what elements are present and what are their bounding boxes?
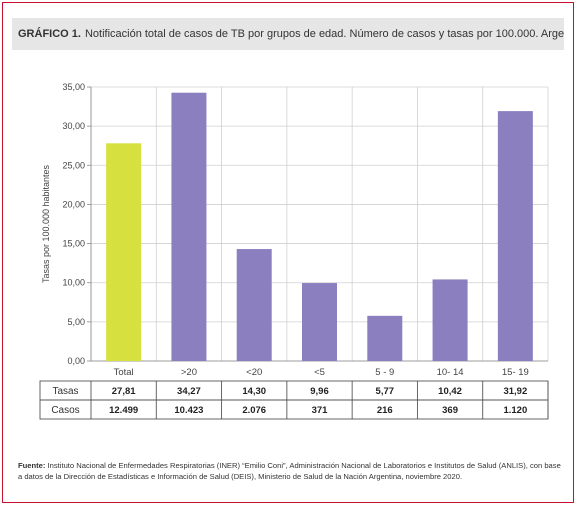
y-tick-label: 20,00 [62, 199, 85, 209]
table-cell: 27,81 [112, 386, 136, 397]
table-cell: 5,77 [376, 386, 395, 397]
y-axis-label: Tasas por 100.000 habitantes [41, 164, 51, 283]
chart-header: GRÁFICO 1. Notificación total de casos d… [12, 18, 564, 50]
y-tick-label: 0,00 [67, 356, 85, 366]
source-text: Instituto Nacional de Enfermedades Respi… [18, 461, 561, 481]
bar-6 [432, 279, 468, 361]
bar-5 [367, 315, 403, 361]
table-cell: 12.499 [109, 405, 138, 416]
table-cell: 371 [312, 405, 329, 416]
x-tick-label: <20 [246, 367, 262, 378]
y-tick-label: 15,00 [62, 239, 85, 249]
x-tick-label: <5 [314, 367, 325, 378]
table-cell: 369 [442, 405, 458, 416]
table-cell: 31,92 [503, 386, 527, 397]
y-tick-label: 10,00 [62, 278, 85, 288]
bar-1 [106, 143, 142, 361]
y-tick-label: 30,00 [62, 121, 85, 131]
table-cell: 2.076 [242, 405, 266, 416]
table-cell: 10,42 [438, 386, 462, 397]
table-cell: 216 [377, 405, 393, 416]
y-tick-label: 35,00 [62, 82, 85, 92]
x-tick-label: 5 - 9 [375, 367, 394, 378]
table-cell: 14,30 [242, 386, 266, 397]
source-note: Fuente: Instituto Nacional de Enfermedad… [18, 460, 563, 482]
table-cell: 10.423 [174, 405, 203, 416]
x-tick-label: Total [114, 367, 134, 378]
bar-3 [236, 249, 272, 361]
bar-4 [302, 283, 337, 361]
x-tick-label: 15- 19 [502, 367, 529, 378]
table-row-label: Tasas [52, 386, 78, 397]
chart-title: Notificación total de casos de TB por gr… [84, 28, 564, 40]
table-row-label: Casos [51, 405, 79, 416]
y-tick-label: 25,00 [62, 160, 85, 170]
table-cell: 1.120 [503, 405, 527, 416]
x-tick-label: >20 [181, 367, 197, 378]
x-tick-label: 10- 14 [437, 367, 464, 378]
source-label: Fuente: [18, 461, 46, 470]
table-cell: 9,96 [310, 386, 329, 397]
figure-frame [2, 2, 574, 503]
y-tick-label: 5,00 [67, 317, 85, 327]
table-cell: 34,27 [177, 386, 201, 397]
figure-label: GRÁFICO 1. [18, 28, 81, 40]
bar-7 [497, 111, 533, 361]
bar-2 [171, 92, 207, 362]
